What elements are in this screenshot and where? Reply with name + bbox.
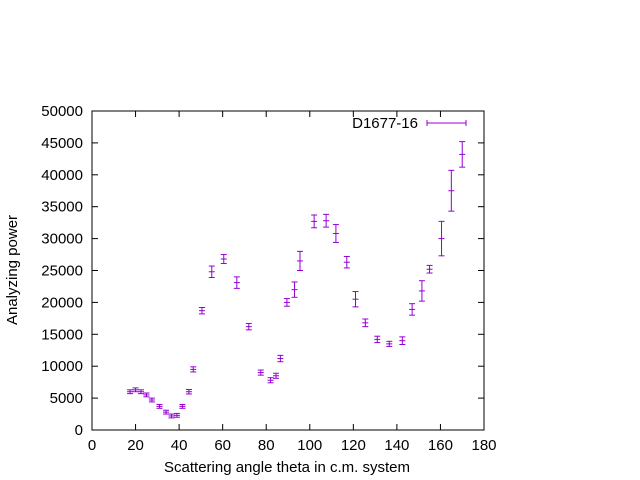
data-point xyxy=(173,412,180,418)
data-point xyxy=(273,372,280,379)
data-point xyxy=(362,318,369,328)
x-tick-label: 0 xyxy=(88,437,96,454)
x-tick-labels: 0 20 40 60 80 100 120 140 160 180 xyxy=(88,437,497,454)
y-tick-label: 10000 xyxy=(41,358,83,375)
y-tick-labels: 0 5000 10000 15000 20000 25000 30000 35000 40000… xyxy=(41,103,83,439)
data-point xyxy=(245,322,252,331)
data-point xyxy=(257,369,264,376)
data-point xyxy=(311,214,318,229)
y-tick-label: 25000 xyxy=(41,263,83,280)
x-tick-label: 40 xyxy=(171,437,188,454)
legend-label: D1677-16 xyxy=(352,115,418,132)
y-tick-label: 20000 xyxy=(41,294,83,311)
x-tick-label: 20 xyxy=(127,437,144,454)
data-point xyxy=(168,413,175,419)
x-tick-label: 180 xyxy=(471,437,496,454)
data-point xyxy=(163,409,170,415)
x-tick-label: 60 xyxy=(214,437,231,454)
data-point xyxy=(198,307,205,315)
data-point xyxy=(409,303,416,316)
data-point xyxy=(296,250,303,271)
data-point xyxy=(352,291,359,308)
data-point xyxy=(448,169,455,212)
data-point xyxy=(459,141,466,168)
y-tick-label: 30000 xyxy=(41,231,83,248)
data-point xyxy=(127,389,134,395)
data-point xyxy=(277,354,284,363)
y-tick-label: 45000 xyxy=(41,135,83,152)
y-tick-label: 5000 xyxy=(50,390,83,407)
data-point xyxy=(220,254,227,264)
x-tick-label: 100 xyxy=(297,437,322,454)
y-tick-label: 50000 xyxy=(41,103,83,120)
data-point xyxy=(332,224,339,243)
data-point xyxy=(343,255,350,269)
tick-marks xyxy=(91,110,485,431)
data-point xyxy=(418,280,425,302)
y-tick-label: 0 xyxy=(75,422,83,439)
data-point xyxy=(179,403,186,409)
y-tick-label: 35000 xyxy=(41,199,83,216)
data-point xyxy=(156,403,163,409)
data-point xyxy=(291,281,298,298)
x-axis-label: Scattering angle theta in c.m. system xyxy=(164,459,410,476)
data-point xyxy=(438,220,445,257)
x-tick-label: 140 xyxy=(384,437,409,454)
axes xyxy=(91,110,485,431)
data-point xyxy=(267,377,274,384)
series-d1677-16 xyxy=(127,141,466,419)
data-point xyxy=(233,276,240,289)
data-point xyxy=(138,389,144,395)
data-point xyxy=(143,392,150,398)
x-tick-label: 120 xyxy=(341,437,366,454)
legend: D1677-16 xyxy=(352,115,467,132)
plot-frame xyxy=(91,110,485,431)
data-point xyxy=(283,298,290,307)
data-point xyxy=(386,340,393,347)
data-point xyxy=(374,335,381,344)
data-point xyxy=(132,387,139,393)
data-point xyxy=(208,265,215,279)
legend-errorbar-sample xyxy=(426,120,467,126)
y-tick-label: 40000 xyxy=(41,167,83,184)
data-point xyxy=(323,213,330,228)
x-tick-label: 80 xyxy=(258,437,275,454)
y-tick-label: 15000 xyxy=(41,326,83,343)
data-point xyxy=(426,264,433,274)
data-point xyxy=(185,388,192,395)
data-point xyxy=(399,336,406,346)
data-point xyxy=(190,366,197,373)
x-tick-label: 160 xyxy=(428,437,453,454)
y-axis-label: Analyzing power xyxy=(4,215,21,325)
data-point xyxy=(148,397,155,403)
